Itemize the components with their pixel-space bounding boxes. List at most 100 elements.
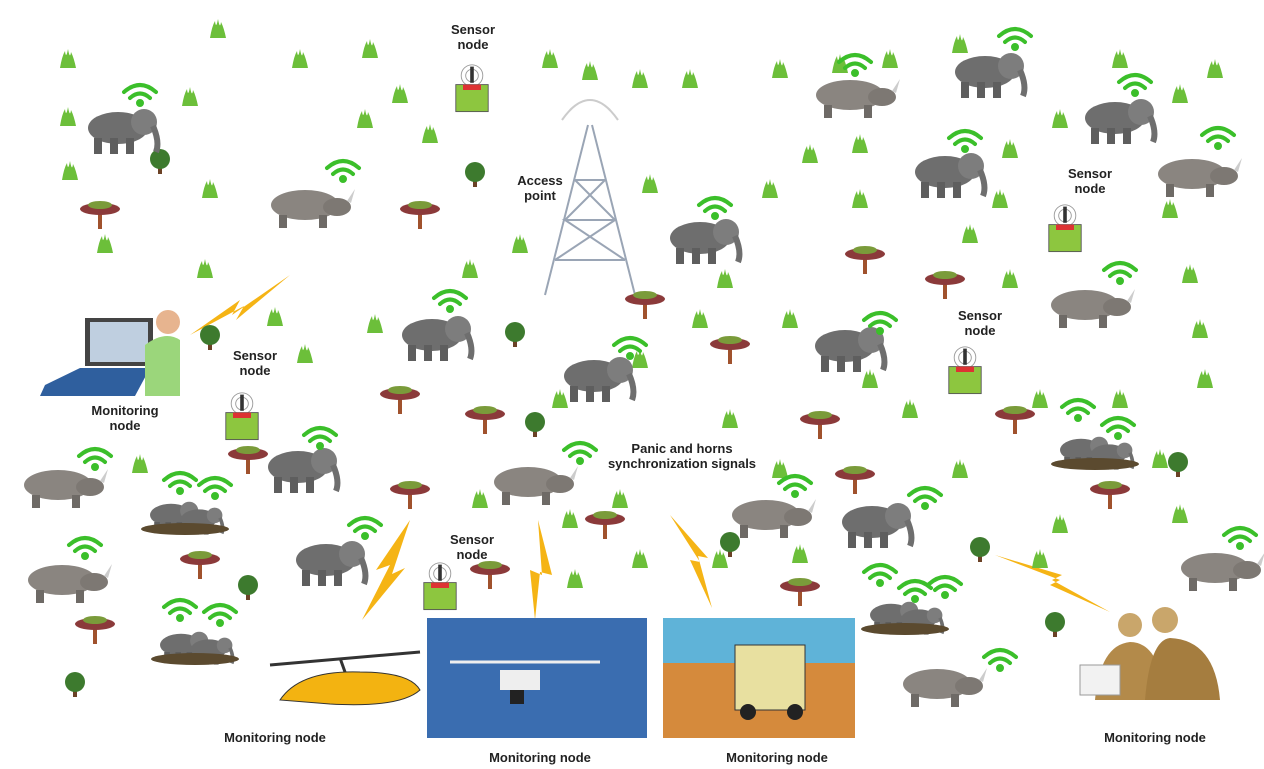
grass (962, 224, 978, 243)
bush (238, 575, 258, 600)
grass (882, 49, 898, 68)
tree (625, 291, 665, 319)
wifi (347, 516, 383, 540)
grass (862, 369, 878, 388)
elephant (670, 219, 739, 264)
grass (552, 389, 568, 408)
grass (182, 87, 198, 106)
wifi (1102, 261, 1138, 285)
grass (712, 549, 728, 568)
sensor (455, 64, 489, 113)
herd (141, 502, 229, 535)
wifi (1117, 73, 1153, 97)
wifi (697, 196, 733, 220)
bush (1168, 452, 1188, 477)
tree (470, 561, 510, 589)
tree (925, 271, 965, 299)
grass (992, 189, 1008, 208)
bush (525, 412, 545, 437)
elephant (915, 153, 984, 198)
bush (65, 672, 85, 697)
operator (40, 310, 180, 396)
elephant (842, 503, 911, 548)
wifi (302, 426, 338, 450)
grass (682, 69, 698, 88)
wifi (982, 648, 1018, 672)
tower (544, 99, 636, 296)
sensor (1048, 204, 1082, 253)
grass (1172, 504, 1188, 523)
grass (562, 509, 578, 528)
grass (1052, 514, 1068, 533)
tree (585, 511, 625, 539)
wifi (202, 603, 238, 627)
grass (1152, 449, 1168, 468)
tree (710, 336, 750, 364)
tree (390, 481, 430, 509)
grass (542, 49, 558, 68)
grass (567, 569, 583, 588)
wifi (1200, 126, 1236, 150)
bush (200, 325, 220, 350)
wifi (777, 474, 813, 498)
grass (792, 544, 808, 563)
elephant (955, 53, 1024, 98)
grass (582, 61, 598, 80)
grass (772, 59, 788, 78)
wifi (325, 159, 361, 183)
grass (62, 161, 78, 180)
rhino (28, 564, 112, 603)
elephant (268, 448, 337, 493)
sensor-label: Sensor node (449, 532, 495, 562)
rhino (903, 668, 987, 707)
wifi (862, 563, 898, 587)
monitoring-label: Monitoring node (489, 750, 591, 765)
elephant (402, 316, 471, 361)
sensor (423, 562, 457, 611)
wifi (997, 27, 1033, 51)
bush (465, 162, 485, 187)
grass (1112, 49, 1128, 68)
bush (150, 149, 170, 174)
grass (267, 307, 283, 326)
wifi (162, 471, 198, 495)
wildlife (24, 19, 1264, 707)
bush (1045, 612, 1065, 637)
grass (472, 489, 488, 508)
elephant (88, 109, 157, 154)
tree (835, 466, 875, 494)
rhino (1181, 552, 1264, 591)
elephant (296, 541, 365, 586)
rhino (816, 79, 900, 118)
rhino (732, 499, 816, 538)
grass (1207, 59, 1223, 78)
drone-photo (427, 618, 647, 738)
tree (228, 446, 268, 474)
grass (1162, 199, 1178, 218)
grass (802, 144, 818, 163)
sensor (948, 346, 982, 395)
soldiers (1079, 607, 1220, 700)
wifi (122, 83, 158, 107)
sensor-label: Sensor node (957, 308, 1003, 338)
grass (612, 489, 628, 508)
signals-label: Panic and horns synchronization signals (607, 441, 757, 471)
grass (60, 107, 76, 126)
grass (362, 39, 378, 58)
grass (292, 49, 308, 68)
wifi (1222, 526, 1258, 550)
tree (180, 551, 220, 579)
grass (952, 459, 968, 478)
grass (392, 84, 408, 103)
grass (357, 109, 373, 128)
rhino (494, 466, 578, 505)
rhino (1158, 158, 1242, 197)
grass (1032, 549, 1048, 568)
herd (1051, 437, 1139, 470)
tree (1090, 481, 1130, 509)
bush (970, 537, 990, 562)
tree (380, 386, 420, 414)
grass (422, 124, 438, 143)
